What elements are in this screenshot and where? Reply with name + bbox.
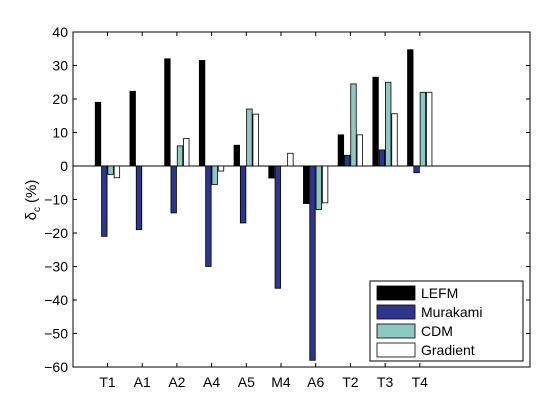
bar-cdm-a6 [315, 165, 322, 210]
bar-lefm-t3 [372, 76, 379, 167]
bar-cdm-t3 [385, 81, 392, 167]
bar-gradient-t4 [426, 91, 433, 167]
bar-lefm-a1 [129, 90, 136, 167]
bar-lefm-a2 [164, 58, 171, 167]
x-tick-label: T4 [412, 374, 429, 390]
y-axis-title: δc (%) [23, 180, 43, 221]
y-tick-label: 20 [52, 91, 68, 107]
legend-label-murakami: Murakami [421, 304, 482, 320]
bar-gradient-a2 [183, 138, 190, 167]
bar-murakami-a6 [309, 165, 316, 361]
bar-murakami-m4 [274, 165, 281, 289]
x-axis: T1 A1 A2 A4 A5 M4 A6 T2 T3 T4 [99, 32, 428, 390]
x-tick-label: A6 [307, 374, 324, 390]
y-axis-symbol: δ [23, 212, 40, 220]
bars-layer [94, 49, 433, 361]
bar-murakami-t4 [413, 165, 420, 174]
y-axis: −60 −50 −40 −30 −20 −10 0 10 20 30 40 [44, 24, 530, 375]
x-tick-label: A5 [238, 374, 255, 390]
legend-swatch-murakami [376, 304, 416, 320]
x-tick-label: A1 [134, 374, 151, 390]
bar-lefm-t1 [94, 101, 102, 167]
bar-gradient-t3 [391, 113, 398, 167]
y-tick-label: 40 [52, 24, 68, 40]
legend-swatch-lefm [376, 285, 416, 301]
y-tick-label: −20 [44, 225, 68, 241]
y-axis-unit: (%) [23, 180, 40, 203]
bar-murakami-a5 [239, 165, 247, 224]
bar-lefm-a5 [233, 144, 240, 167]
bar-gradient-a5 [252, 113, 259, 167]
bar-cdm-a5 [246, 108, 253, 167]
legend-swatch-gradient [376, 342, 416, 358]
bar-murakami-t1 [101, 165, 108, 237]
bar-cdm-a2 [176, 145, 184, 167]
bar-murakami-a1 [135, 165, 143, 231]
x-tick-label: T3 [377, 374, 394, 390]
bar-murakami-t2 [344, 154, 351, 167]
x-tick-label: T1 [99, 374, 116, 390]
bar-lefm-t4 [407, 49, 414, 167]
bar-cdm-a4 [211, 165, 218, 185]
y-tick-label: 30 [52, 58, 68, 74]
x-tick-label: A4 [203, 374, 220, 390]
y-tick-label: −30 [44, 259, 68, 275]
bar-cdm-t1 [107, 165, 114, 175]
x-tick-label: A2 [168, 374, 185, 390]
bar-murakami-a4 [205, 165, 212, 267]
bar-lefm-m4 [268, 165, 275, 179]
y-tick-label: 0 [60, 158, 68, 174]
bar-lefm-t2 [337, 134, 345, 167]
bar-gradient-a4 [217, 165, 225, 172]
bar-gradient-t2 [356, 134, 363, 167]
y-tick-label: −60 [44, 359, 68, 375]
bar-murakami-t3 [378, 149, 386, 167]
legend: LEFM Murakami CDM Gradient [369, 280, 524, 362]
bar-gradient-t1 [113, 165, 121, 179]
y-axis-subscript: c [32, 207, 43, 212]
bar-cdm-t4 [419, 91, 427, 167]
x-tick-label: T2 [342, 374, 359, 390]
bar-murakami-a2 [170, 165, 177, 214]
bar-lefm-a6 [303, 165, 310, 204]
y-tick-label: 10 [52, 125, 68, 141]
y-tick-label: −40 [44, 292, 68, 308]
legend-label-gradient: Gradient [421, 342, 475, 358]
bar-gradient-m4 [287, 152, 294, 167]
y-tick-label: −10 [44, 192, 68, 208]
y-tick-label: −50 [44, 326, 68, 342]
legend-label-cdm: CDM [421, 323, 453, 339]
bar-cdm-t2 [350, 83, 357, 167]
legend-label-lefm: LEFM [421, 285, 458, 301]
legend-swatch-cdm [376, 323, 416, 339]
bar-gradient-a6 [321, 165, 329, 204]
x-tick-label: M4 [271, 374, 291, 390]
bar-lefm-a4 [198, 60, 206, 167]
